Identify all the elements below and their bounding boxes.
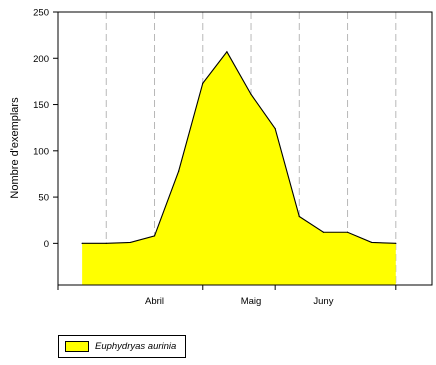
data-point <box>202 82 204 84</box>
area-layer <box>81 50 397 286</box>
x-axis: Abril Maig Juny <box>57 285 397 307</box>
data-point <box>371 241 373 244</box>
data-point <box>274 128 276 130</box>
chart: 0 50 100 150 200 250 Abril Maig Juny Nombre d'e… <box>9 8 433 307</box>
data-point <box>178 170 180 172</box>
x-tick-label: Maig <box>241 296 262 307</box>
y-tick-label: 200 <box>33 54 49 65</box>
data-point <box>81 242 83 244</box>
plot-frame <box>57 11 433 286</box>
y-axis-title: Nombre d'exemplars <box>9 97 21 199</box>
data-point <box>226 51 228 53</box>
data-point <box>346 231 349 233</box>
y-tick-label: 100 <box>33 146 49 157</box>
legend-label: Euphydryas aurinia <box>95 341 177 352</box>
y-tick-label: 50 <box>38 193 49 204</box>
data-point <box>322 231 325 233</box>
data-point <box>153 235 156 237</box>
data-point <box>298 215 300 218</box>
legend: Euphydryas aurinia <box>58 335 186 358</box>
legend-swatch <box>65 341 89 352</box>
y-tick-label: 150 <box>33 100 49 111</box>
y-tick-label: 250 <box>33 8 49 19</box>
data-point <box>250 93 252 95</box>
series-area-fill <box>82 51 396 286</box>
data-point <box>129 241 131 244</box>
x-tick-label: Abril <box>145 296 164 307</box>
x-tick-label: Juny <box>313 296 333 307</box>
y-tick-label: 0 <box>44 239 49 250</box>
series-line <box>82 50 396 244</box>
data-point <box>395 242 397 244</box>
y-axis: 0 50 100 150 200 250 <box>33 8 58 250</box>
data-point <box>105 242 107 244</box>
